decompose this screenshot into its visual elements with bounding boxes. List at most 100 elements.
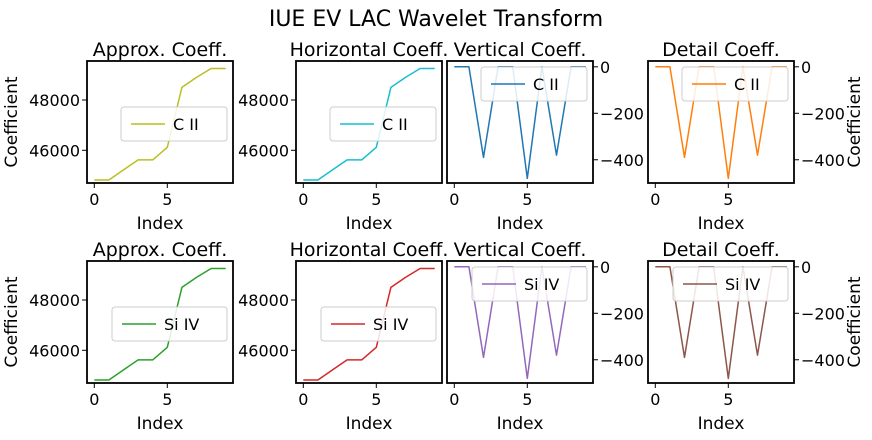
x-tick-label: 5 — [371, 190, 381, 209]
y-tick-label: 48000 — [238, 91, 289, 110]
axes-frame — [86, 260, 234, 384]
legend-label: C II — [533, 75, 559, 94]
x-axis-label: Index — [346, 214, 393, 234]
legend-box — [329, 106, 437, 142]
panel-title: Detail Coeff. — [662, 39, 780, 61]
x-axis-label: Index — [137, 414, 184, 434]
axes-frame — [446, 60, 594, 184]
y-tick-label: 0 — [801, 258, 811, 277]
x-tick-label: 0 — [89, 190, 99, 209]
y-tick-label: −200 — [600, 104, 644, 123]
x-tick-label: 5 — [371, 390, 381, 409]
subplot-panel: Vertical Coeff. 0 5 Index −400 −200 0 Si IV — [446, 239, 644, 434]
y-tick-label: −400 — [600, 351, 644, 370]
y-tick-label: −200 — [600, 304, 644, 323]
legend: C II — [329, 106, 437, 142]
axes-frame — [295, 260, 443, 384]
x-tick-label: 0 — [449, 390, 459, 409]
series-line — [94, 267, 226, 381]
x-axis-label: Index — [698, 414, 745, 434]
panel-title: Detail Coeff. — [662, 239, 780, 261]
series-line — [655, 66, 787, 180]
subplot-panel: Detail Coeff. 0 5 Index −400 −200 0 Coefficient… — [647, 239, 865, 434]
x-tick-label: 0 — [298, 390, 308, 409]
axes-frame — [295, 60, 443, 184]
axes-frame — [647, 60, 795, 184]
y-tick-label: 48000 — [29, 91, 80, 110]
axes-frame — [446, 260, 594, 384]
y-tick-label: 46000 — [29, 341, 80, 360]
legend-box — [672, 266, 789, 302]
y-axis-label: Coefficient — [845, 76, 865, 167]
legend-box — [111, 306, 228, 342]
legend-label: C II — [382, 115, 408, 134]
legend-box — [320, 306, 437, 342]
legend: C II — [480, 66, 588, 102]
figure-title: IUE EV LAC Wavelet Transform — [269, 7, 603, 32]
legend-label: C II — [173, 115, 199, 134]
legend-box — [471, 266, 588, 302]
legend: C II — [681, 66, 789, 102]
legend-label: Si IV — [164, 315, 199, 334]
subplot-panel: Vertical Coeff. 0 5 Index −400 −200 0 C II — [446, 39, 644, 234]
x-tick-label: 0 — [298, 190, 308, 209]
legend-box — [480, 66, 588, 102]
legend-box — [681, 66, 789, 102]
legend: Si IV — [471, 266, 588, 302]
panel-title: Vertical Coeff. — [454, 39, 587, 61]
axes-frame — [647, 260, 795, 384]
y-tick-label: −400 — [600, 151, 644, 170]
x-axis-label: Index — [346, 414, 393, 434]
subplot-panel: Detail Coeff. 0 5 Index −400 −200 0 Coefficient… — [647, 39, 865, 234]
legend: Si IV — [672, 266, 789, 302]
y-tick-label: −400 — [801, 151, 845, 170]
x-axis-label: Index — [497, 414, 544, 434]
panel-title: Horizontal Coeff. — [290, 39, 449, 61]
subplot-grid: Approx. Coeff. 0 5 Index 46000 48000 Coefficie… — [2, 39, 865, 434]
legend: C II — [120, 106, 228, 142]
y-tick-label: 0 — [600, 258, 610, 277]
x-tick-label: 5 — [522, 190, 532, 209]
x-tick-label: 5 — [723, 190, 733, 209]
legend: Si IV — [320, 306, 437, 342]
y-axis-label: Coefficient — [2, 76, 22, 167]
x-tick-label: 0 — [650, 390, 660, 409]
y-tick-label: −200 — [801, 104, 845, 123]
legend-label: Si IV — [373, 315, 408, 334]
y-tick-label: 48000 — [238, 291, 289, 310]
y-tick-label: 46000 — [29, 141, 80, 160]
axes-frame — [86, 60, 234, 184]
y-tick-label: −200 — [801, 304, 845, 323]
x-tick-label: 0 — [89, 390, 99, 409]
legend-label: Si IV — [725, 275, 760, 294]
x-tick-label: 5 — [162, 190, 172, 209]
x-axis-label: Index — [497, 214, 544, 234]
x-tick-label: 5 — [723, 390, 733, 409]
subplot-panel: Approx. Coeff. 0 5 Index 46000 48000 Coefficie… — [2, 39, 234, 234]
y-axis-label: Coefficient — [2, 276, 22, 367]
panel-title: Approx. Coeff. — [93, 239, 228, 261]
y-tick-label: −400 — [801, 351, 845, 370]
x-axis-label: Index — [137, 214, 184, 234]
y-tick-label: 46000 — [238, 341, 289, 360]
y-axis-label: Coefficient — [845, 276, 865, 367]
series-line — [303, 67, 435, 181]
series-line — [303, 267, 435, 381]
x-tick-label: 5 — [162, 390, 172, 409]
subplot-panel: Approx. Coeff. 0 5 Index 46000 48000 Coefficie… — [2, 239, 234, 434]
series-line — [454, 266, 586, 380]
legend-label: C II — [734, 75, 760, 94]
x-tick-label: 0 — [449, 190, 459, 209]
subplot-panel: Horizontal Coeff. 0 5 Index 46000 48000 C II — [238, 39, 448, 234]
panel-title: Horizontal Coeff. — [290, 239, 449, 261]
panel-title: Approx. Coeff. — [93, 39, 228, 61]
legend-box — [120, 106, 228, 142]
panel-title: Vertical Coeff. — [454, 239, 587, 261]
series-line — [454, 66, 586, 180]
y-tick-label: 0 — [801, 58, 811, 77]
y-tick-label: 48000 — [29, 291, 80, 310]
series-line — [655, 266, 787, 380]
legend: Si IV — [111, 306, 228, 342]
x-tick-label: 5 — [522, 390, 532, 409]
